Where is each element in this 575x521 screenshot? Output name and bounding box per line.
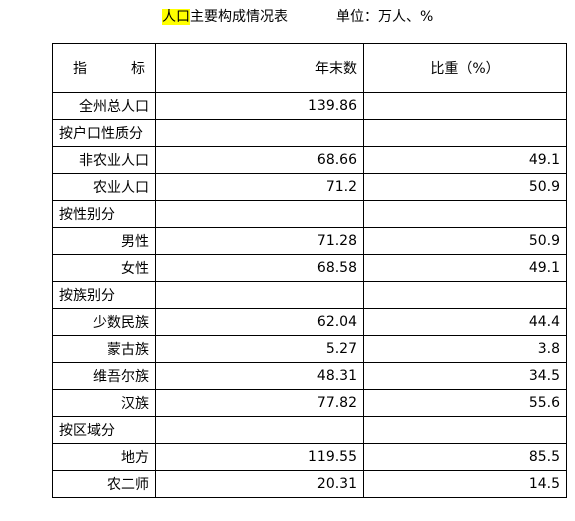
- table-row: 汉族 77.82 55.6: [52, 389, 567, 417]
- share-value-cell: [363, 119, 567, 147]
- share-value-cell: 85.5: [363, 443, 567, 471]
- group-heading-cell: 按性别分: [52, 200, 156, 228]
- indicator-cell: 少数民族: [52, 308, 156, 336]
- table-row: 按性别分: [52, 200, 567, 228]
- unit-label: 单位：万人、%: [336, 9, 434, 25]
- share-value-cell: [363, 92, 567, 120]
- table-row: 按户口性质分: [52, 119, 567, 147]
- column-header-indicator: 指标: [52, 43, 156, 93]
- share-value-cell: 49.1: [363, 146, 567, 174]
- indicator-cell: 地方: [52, 443, 156, 471]
- indicator-char-1: 指: [73, 61, 87, 77]
- table-row: 农业人口 71.2 50.9: [52, 173, 567, 201]
- year-end-value-cell: [155, 416, 364, 444]
- indicator-cell: 农业人口: [52, 173, 156, 201]
- indicator-cell: 汉族: [52, 389, 156, 417]
- title-highlight: 人口: [162, 9, 190, 25]
- table-row: 按区域分: [52, 416, 567, 444]
- year-end-value-cell: 68.58: [155, 254, 364, 282]
- indicator-cell: 女性: [52, 254, 156, 282]
- table-row: 非农业人口 68.66 49.1: [52, 146, 567, 174]
- table-row: 农二师 20.31 14.5: [52, 470, 567, 498]
- year-end-value-cell: [155, 200, 364, 228]
- indicator-cell: 蒙古族: [52, 335, 156, 363]
- table-row: 维吾尔族 48.31 34.5: [52, 362, 567, 390]
- share-value-cell: [363, 416, 567, 444]
- group-heading-cell: 按区域分: [52, 416, 156, 444]
- table-title: 人口主要构成情况表: [162, 6, 288, 26]
- share-value-cell: 50.9: [363, 173, 567, 201]
- year-end-value-cell: [155, 119, 364, 147]
- indicator-cell: 男性: [52, 227, 156, 255]
- group-heading-cell: 按户口性质分: [52, 119, 156, 147]
- indicator-char-2: 标: [131, 61, 145, 77]
- share-value-cell: [363, 200, 567, 228]
- title-row: 人口主要构成情况表 单位：万人、%: [0, 6, 575, 26]
- year-end-value-cell: 20.31: [155, 470, 364, 498]
- table-row: 少数民族 62.04 44.4: [52, 308, 567, 336]
- share-value-cell: [363, 281, 567, 309]
- year-end-value-cell: 119.55: [155, 443, 364, 471]
- year-end-value-cell: [155, 281, 364, 309]
- table-row: 女性 68.58 49.1: [52, 254, 567, 282]
- share-value-cell: 14.5: [363, 470, 567, 498]
- share-value-cell: 50.9: [363, 227, 567, 255]
- share-value-cell: 55.6: [363, 389, 567, 417]
- column-header-share: 比重（%）: [363, 43, 567, 93]
- year-end-value-cell: 5.27: [155, 335, 364, 363]
- table-row: 蒙古族 5.27 3.8: [52, 335, 567, 363]
- indicator-cell: 全州总人口: [52, 92, 156, 120]
- table-row: 全州总人口 139.86: [52, 92, 567, 120]
- table-row: 男性 71.28 50.9: [52, 227, 567, 255]
- share-value-cell: 49.1: [363, 254, 567, 282]
- year-end-value-cell: 71.28: [155, 227, 364, 255]
- share-value-cell: 3.8: [363, 335, 567, 363]
- column-header-year-end: 年末数: [155, 43, 364, 93]
- year-end-value-cell: 62.04: [155, 308, 364, 336]
- share-value-cell: 44.4: [363, 308, 567, 336]
- group-heading-cell: 按族别分: [52, 281, 156, 309]
- table-row: 按族别分: [52, 281, 567, 309]
- year-end-value-cell: 48.31: [155, 362, 364, 390]
- year-end-value-cell: 139.86: [155, 92, 364, 120]
- indicator-cell: 维吾尔族: [52, 362, 156, 390]
- year-end-value-cell: 68.66: [155, 146, 364, 174]
- year-end-value-cell: 77.82: [155, 389, 364, 417]
- year-end-value-cell: 71.2: [155, 173, 364, 201]
- share-value-cell: 34.5: [363, 362, 567, 390]
- population-table: 指标 年末数 比重（%） 全州总人口 139.86 按户口性质分 非农业人口 68.66…: [52, 43, 567, 498]
- indicator-cell: 非农业人口: [52, 146, 156, 174]
- indicator-cell: 农二师: [52, 470, 156, 498]
- table-row: 地方 119.55 85.5: [52, 443, 567, 471]
- header-row: 指标 年末数 比重（%）: [52, 43, 567, 93]
- title-text: 主要构成情况表: [190, 9, 288, 25]
